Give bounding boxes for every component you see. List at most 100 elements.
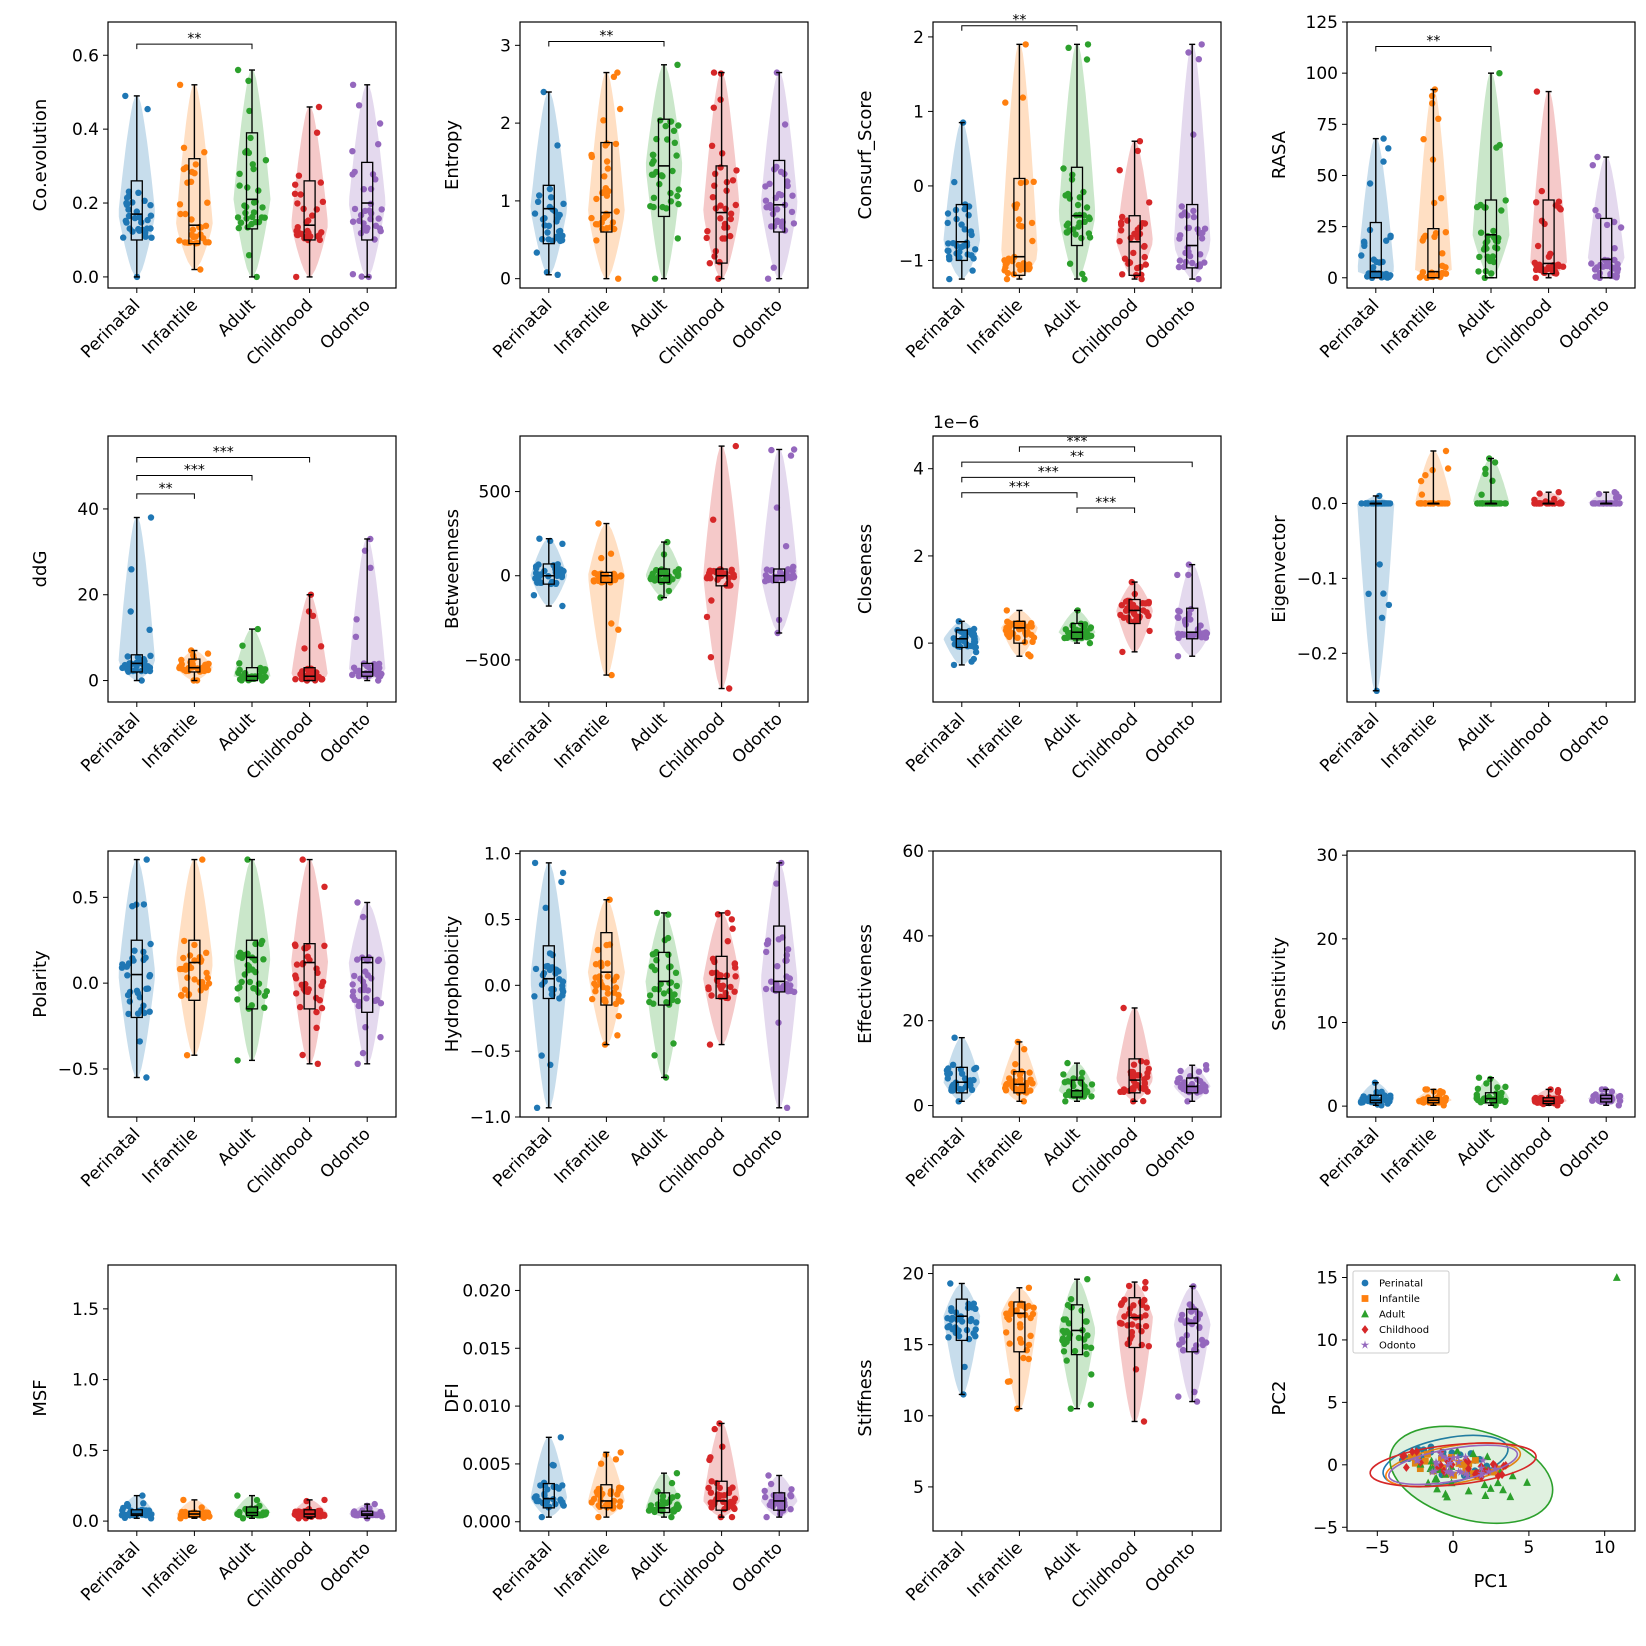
data-point [363, 662, 371, 670]
box [1013, 1301, 1026, 1353]
data-point [236, 660, 243, 667]
data-point [536, 535, 543, 542]
data-point [1119, 213, 1126, 221]
data-point [356, 217, 363, 224]
data-point [1174, 1079, 1181, 1086]
significance-label: *** [1067, 434, 1088, 450]
y-tick-label: 0.5 [72, 1441, 99, 1461]
data-point [307, 665, 315, 672]
data-point [239, 642, 246, 649]
group-childhood [1530, 489, 1567, 507]
marker-star [1443, 1460, 1453, 1470]
x-tick-label: 0 [1448, 1538, 1459, 1558]
data-point [1533, 88, 1541, 95]
data-point [603, 158, 611, 165]
data-point [292, 942, 299, 949]
data-point [1432, 230, 1440, 237]
data-point [944, 247, 951, 254]
data-point [673, 1470, 681, 1477]
data-point [1028, 219, 1036, 227]
data-point [260, 956, 267, 963]
bracket-line [548, 40, 665, 47]
group-odonto [761, 859, 798, 1112]
marker-diamond [1413, 1447, 1421, 1457]
data-point [350, 1511, 357, 1518]
box [1186, 203, 1199, 269]
y-tick-label: −0.2 [1297, 644, 1338, 664]
data-point [668, 1513, 675, 1521]
box [657, 118, 671, 218]
data-point [1083, 1350, 1090, 1358]
data-point [536, 572, 543, 579]
x-tick-label: Perinatal [77, 1538, 144, 1605]
y-tick-label: 0 [88, 672, 99, 692]
data-point [1146, 627, 1153, 635]
marker-triangle [1453, 1446, 1462, 1455]
data-point [674, 61, 681, 68]
data-point [556, 995, 563, 1002]
data-point [1130, 249, 1137, 257]
data-point [119, 1507, 126, 1514]
data-point [617, 573, 624, 580]
data-point [305, 986, 312, 993]
data-point [303, 1497, 310, 1505]
data-point [354, 1060, 361, 1068]
marker-diamond [1434, 1462, 1442, 1472]
data-point [717, 215, 724, 222]
y-tick-label: 1.0 [72, 1371, 99, 1391]
data-point [664, 538, 671, 546]
data-point [675, 200, 682, 208]
data-point [1592, 273, 1599, 280]
data-point [180, 666, 188, 673]
box [542, 184, 555, 245]
marker-diamond [1408, 1447, 1416, 1457]
data-point [124, 1500, 131, 1508]
data-point [951, 1034, 958, 1041]
marker-diamond [1480, 1466, 1488, 1475]
data-point [555, 1485, 562, 1492]
data-point [762, 985, 770, 993]
data-point [1195, 56, 1203, 63]
marker-square [1416, 1465, 1424, 1473]
data-point [205, 980, 213, 987]
data-point [651, 966, 659, 974]
x-tick-label: Perinatal [1316, 709, 1383, 776]
data-point [1016, 1335, 1024, 1343]
data-point [1494, 245, 1501, 252]
group-infantile [1001, 1038, 1038, 1105]
x-tick-label: Infantile [964, 1124, 1027, 1187]
box [1542, 199, 1555, 275]
data-point [1142, 1278, 1149, 1286]
data-point [967, 1317, 974, 1325]
data-point [612, 1456, 620, 1463]
data-point [671, 139, 678, 146]
data-point [294, 200, 301, 207]
data-point [133, 208, 140, 215]
confidence-ellipse [1389, 1425, 1554, 1525]
data-point [609, 219, 617, 226]
data-point [1086, 633, 1093, 640]
data-point [784, 946, 792, 953]
data-point [1203, 1066, 1210, 1073]
data-point [299, 856, 306, 863]
data-point [611, 989, 618, 996]
y-axis-label: MSF [30, 1379, 51, 1416]
group-odonto [1174, 41, 1211, 283]
data-point [1072, 231, 1079, 238]
marker-diamond [1465, 1464, 1472, 1474]
data-point [201, 149, 208, 156]
x-tick-label: Perinatal [489, 1124, 556, 1191]
data-point [650, 171, 657, 178]
data-point [948, 1316, 955, 1323]
data-point [540, 88, 547, 96]
data-point [1429, 100, 1436, 107]
data-point [261, 992, 269, 999]
group-odonto [349, 1500, 386, 1522]
data-point [944, 1075, 951, 1082]
data-point [970, 655, 977, 663]
y-axis-label: Consurf_Score [855, 91, 876, 220]
data-point [670, 1040, 677, 1047]
box [1186, 607, 1199, 640]
box [600, 141, 613, 233]
